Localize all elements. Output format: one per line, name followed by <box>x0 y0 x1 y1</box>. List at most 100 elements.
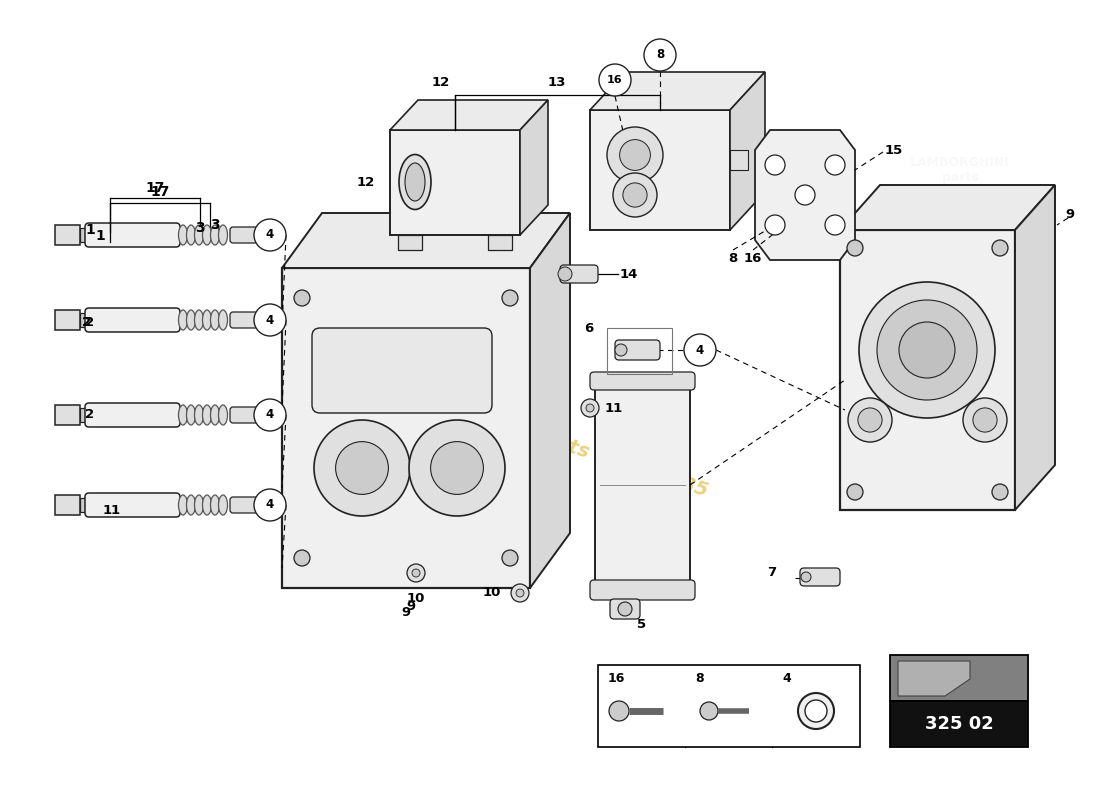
FancyBboxPatch shape <box>80 228 88 242</box>
Text: 4: 4 <box>782 673 791 686</box>
FancyBboxPatch shape <box>840 230 1015 510</box>
Circle shape <box>859 282 996 418</box>
Ellipse shape <box>178 495 187 515</box>
Ellipse shape <box>219 225 228 245</box>
Circle shape <box>764 215 785 235</box>
FancyBboxPatch shape <box>890 655 1028 701</box>
Ellipse shape <box>202 405 211 425</box>
Ellipse shape <box>219 310 228 330</box>
Ellipse shape <box>187 310 196 330</box>
Text: 12: 12 <box>431 77 450 90</box>
Ellipse shape <box>187 405 196 425</box>
Text: 4: 4 <box>266 409 274 422</box>
Circle shape <box>858 408 882 432</box>
Circle shape <box>516 589 524 597</box>
Circle shape <box>877 300 977 400</box>
Circle shape <box>294 290 310 306</box>
Circle shape <box>409 420 505 516</box>
Text: 3: 3 <box>195 221 205 235</box>
Ellipse shape <box>187 225 196 245</box>
Circle shape <box>825 215 845 235</box>
Text: 15: 15 <box>886 143 903 157</box>
Text: 9: 9 <box>402 606 410 619</box>
Text: 2: 2 <box>86 409 95 422</box>
FancyBboxPatch shape <box>85 223 180 247</box>
Text: 12: 12 <box>356 175 375 189</box>
FancyBboxPatch shape <box>85 493 180 517</box>
FancyBboxPatch shape <box>255 314 273 326</box>
Circle shape <box>798 693 834 729</box>
Ellipse shape <box>219 405 228 425</box>
Circle shape <box>502 290 518 306</box>
Text: 4: 4 <box>266 229 274 242</box>
FancyBboxPatch shape <box>590 110 730 230</box>
Ellipse shape <box>399 154 431 210</box>
FancyBboxPatch shape <box>255 409 273 421</box>
Circle shape <box>801 572 811 582</box>
Polygon shape <box>898 661 970 696</box>
FancyBboxPatch shape <box>230 312 258 328</box>
FancyBboxPatch shape <box>55 405 80 425</box>
Ellipse shape <box>178 310 187 330</box>
Text: 9: 9 <box>406 599 416 613</box>
Text: 8: 8 <box>695 673 704 686</box>
Ellipse shape <box>210 405 220 425</box>
Circle shape <box>254 304 286 336</box>
Text: 17: 17 <box>145 181 165 195</box>
Circle shape <box>586 404 594 412</box>
Circle shape <box>644 39 676 71</box>
Circle shape <box>962 398 1006 442</box>
FancyBboxPatch shape <box>390 130 520 235</box>
Text: 2: 2 <box>82 317 91 330</box>
FancyBboxPatch shape <box>615 340 660 360</box>
Circle shape <box>825 155 845 175</box>
Text: 1: 1 <box>110 503 120 517</box>
FancyBboxPatch shape <box>560 265 598 283</box>
Ellipse shape <box>178 405 187 425</box>
Text: 17: 17 <box>151 185 169 199</box>
Polygon shape <box>840 185 1055 230</box>
Circle shape <box>613 173 657 217</box>
Circle shape <box>618 602 632 616</box>
Circle shape <box>992 484 1008 500</box>
Ellipse shape <box>202 225 211 245</box>
Ellipse shape <box>210 310 220 330</box>
Ellipse shape <box>202 310 211 330</box>
Circle shape <box>558 267 572 281</box>
Text: 16: 16 <box>607 75 623 85</box>
Text: LAMBORGHINI
parts: LAMBORGHINI parts <box>910 156 1010 184</box>
Text: 7: 7 <box>768 566 777 579</box>
FancyBboxPatch shape <box>610 599 640 619</box>
Circle shape <box>581 399 600 417</box>
FancyBboxPatch shape <box>255 499 273 511</box>
FancyBboxPatch shape <box>255 229 273 241</box>
Circle shape <box>294 550 310 566</box>
Circle shape <box>600 64 631 96</box>
Circle shape <box>847 484 864 500</box>
Ellipse shape <box>210 495 220 515</box>
FancyBboxPatch shape <box>55 225 80 245</box>
Circle shape <box>992 240 1008 256</box>
Polygon shape <box>590 72 764 110</box>
Text: 4: 4 <box>696 343 704 357</box>
Circle shape <box>336 442 388 494</box>
FancyBboxPatch shape <box>80 313 88 327</box>
FancyBboxPatch shape <box>398 235 422 250</box>
Polygon shape <box>730 72 764 230</box>
Polygon shape <box>755 130 855 260</box>
Text: 11: 11 <box>605 402 624 414</box>
Ellipse shape <box>195 225 204 245</box>
FancyBboxPatch shape <box>312 328 492 413</box>
Text: 6: 6 <box>584 322 593 334</box>
Text: 8: 8 <box>728 251 738 265</box>
Circle shape <box>700 702 718 720</box>
FancyBboxPatch shape <box>80 498 88 512</box>
Circle shape <box>254 489 286 521</box>
Ellipse shape <box>187 495 196 515</box>
Text: 9: 9 <box>1066 209 1075 222</box>
Ellipse shape <box>178 225 187 245</box>
Circle shape <box>314 420 410 516</box>
Text: 325 02: 325 02 <box>925 715 993 733</box>
FancyBboxPatch shape <box>85 308 180 332</box>
Ellipse shape <box>219 495 228 515</box>
